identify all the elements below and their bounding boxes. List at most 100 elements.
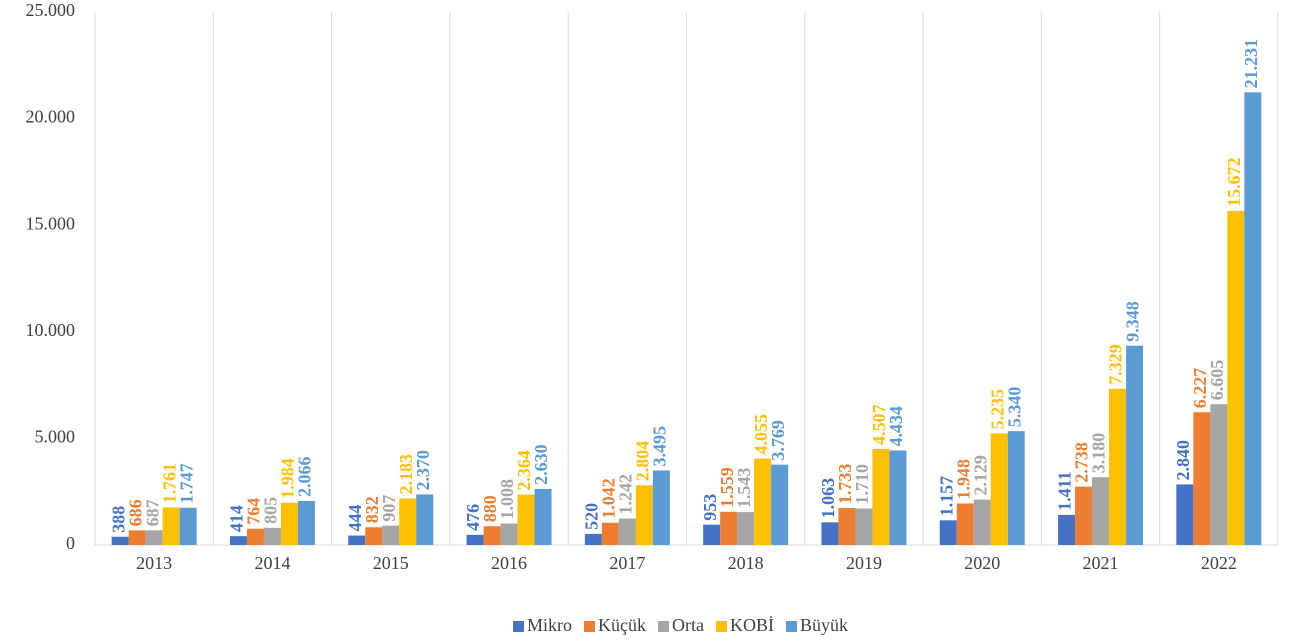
value-label: 686 (125, 499, 145, 526)
value-label: 5.340 (1004, 387, 1024, 428)
bar (399, 498, 417, 545)
value-label: 1.242 (615, 474, 635, 515)
x-tick-label: 2017 (609, 553, 645, 573)
bar (1007, 431, 1025, 545)
bar (838, 508, 856, 545)
bar (1176, 484, 1194, 545)
bar (973, 499, 991, 545)
bar (1227, 210, 1245, 545)
bar (348, 535, 366, 545)
value-label: 3.180 (1089, 433, 1109, 474)
bar (1092, 477, 1110, 545)
legend-swatch (658, 621, 669, 632)
value-label: 1.733 (835, 464, 855, 505)
value-label: 2.183 (396, 454, 416, 495)
bar (128, 530, 146, 545)
value-label: 1.008 (497, 479, 517, 520)
value-label: 414 (227, 505, 247, 532)
value-label: 1.710 (852, 464, 872, 505)
bar (821, 522, 839, 545)
x-tick-label: 2019 (846, 553, 882, 573)
bar (1075, 486, 1093, 545)
value-label: 3.495 (649, 426, 669, 467)
bar (145, 530, 163, 545)
legend-label: Orta (672, 615, 704, 635)
legend-label: Mikro (527, 615, 572, 635)
bar (1058, 514, 1076, 545)
value-label: 7.329 (1106, 344, 1126, 385)
value-label: 444 (345, 505, 365, 532)
bar (500, 523, 518, 545)
legend-swatch (584, 621, 595, 632)
value-label: 2.364 (514, 450, 534, 491)
value-label: 520 (581, 503, 601, 530)
value-label: 388 (108, 506, 128, 533)
value-label: 1.063 (818, 478, 838, 519)
bar (297, 500, 315, 545)
y-tick-label: 20.000 (26, 107, 76, 127)
legend-swatch (715, 621, 727, 632)
bar (1244, 92, 1262, 546)
bar (618, 518, 636, 545)
bar (1109, 388, 1127, 545)
x-tick-label: 2020 (964, 553, 1000, 573)
value-label: 907 (379, 495, 399, 522)
y-tick-label: 0 (66, 533, 75, 553)
value-label: 4.507 (869, 404, 889, 445)
bar (939, 520, 957, 545)
value-label: 1.157 (936, 476, 956, 517)
value-label: 2.129 (970, 455, 990, 496)
y-tick-label: 25.000 (26, 0, 76, 20)
value-label: 6.227 (1190, 368, 1210, 409)
value-label: 1.747 (176, 463, 196, 504)
value-label: 2.370 (413, 450, 433, 491)
bar (771, 464, 789, 545)
bar (855, 508, 873, 545)
bar (382, 525, 400, 545)
value-label: 764 (244, 498, 264, 525)
value-label: 15.672 (1224, 157, 1244, 207)
value-label: 880 (480, 495, 500, 522)
bar (280, 502, 298, 545)
value-label: 4.055 (751, 414, 771, 455)
value-label: 476 (463, 504, 483, 531)
bar (754, 458, 772, 545)
bar (416, 494, 434, 545)
x-tick-label: 2015 (373, 553, 409, 573)
value-label: 2.630 (531, 444, 551, 485)
y-tick-label: 10.000 (26, 320, 76, 340)
x-tick-label: 2022 (1201, 553, 1237, 573)
y-tick-label: 15.000 (26, 213, 76, 233)
bar (956, 503, 974, 545)
value-label: 1.042 (598, 478, 618, 519)
bar (534, 488, 552, 545)
value-label: 3.769 (768, 420, 788, 461)
bar (246, 528, 264, 545)
bar (466, 534, 484, 545)
bar (229, 536, 247, 545)
bar (990, 433, 1008, 545)
value-label: 687 (142, 499, 162, 526)
legend-label: KOBİ (730, 615, 774, 635)
bar (111, 536, 129, 545)
legend-label: Küçük (598, 615, 646, 635)
y-tick-label: 5.000 (35, 427, 76, 447)
bar (889, 450, 907, 545)
value-label: 6.605 (1207, 360, 1227, 401)
legend-swatch (513, 621, 524, 632)
value-label: 1.948 (953, 459, 973, 500)
value-label: 2.066 (295, 456, 315, 497)
x-tick-label: 2014 (254, 553, 290, 573)
value-label: 2.840 (1173, 440, 1193, 481)
x-tick-label: 2021 (1083, 553, 1119, 573)
value-label: 1.411 (1055, 471, 1075, 511)
value-label: 2.804 (632, 441, 652, 482)
value-label: 2.738 (1072, 442, 1092, 483)
bar (652, 470, 670, 545)
bar (635, 485, 653, 545)
x-tick-label: 2018 (728, 553, 764, 573)
bar (737, 512, 755, 545)
bar (1126, 345, 1144, 545)
bar (601, 522, 619, 545)
